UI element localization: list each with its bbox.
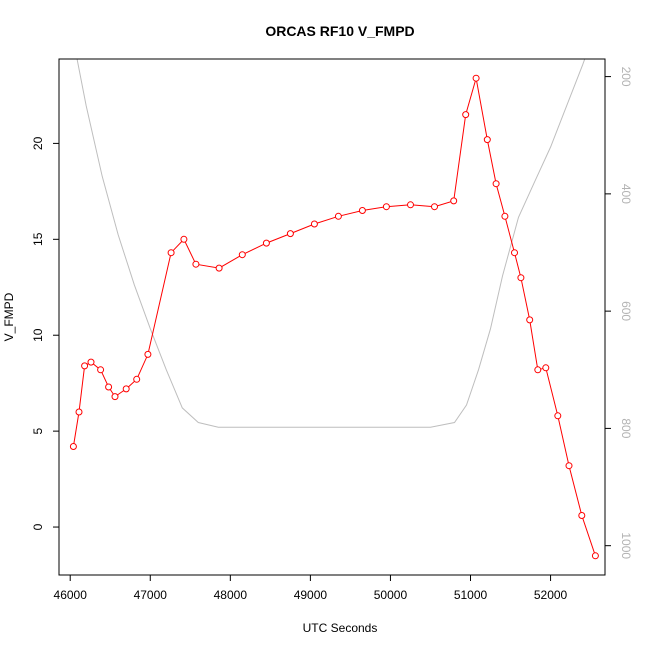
y-axis-right: 200 400 600 800 1000 (605, 67, 633, 559)
y-axis-left: 0 5 10 15 20 (31, 136, 59, 530)
right-y-tick-label: 1000 (619, 532, 633, 559)
data-point (492, 180, 500, 188)
data-point (472, 74, 480, 82)
data-point (69, 443, 77, 450)
data-point (167, 249, 175, 257)
x-axis-label: UTC Seconds (303, 621, 378, 635)
x-axis: 46000 47000 48000 49000 50000 51000 52000 (54, 575, 568, 602)
data-point (462, 111, 470, 119)
data-point (565, 462, 573, 470)
y-tick-label: 15 (31, 232, 45, 246)
data-point (180, 235, 188, 243)
data-point (262, 239, 270, 247)
y-tick-label: 20 (31, 136, 45, 150)
data-point (554, 412, 562, 420)
data-point (122, 385, 130, 393)
data-point (133, 375, 141, 383)
chart-title: ORCAS RF10 V_FMPD (265, 23, 414, 39)
data-point (526, 316, 534, 324)
x-tick-label: 46000 (54, 588, 88, 602)
data-point (81, 362, 89, 370)
series-line-red (72, 78, 596, 556)
data-point (483, 136, 491, 144)
data-point (358, 207, 366, 214)
data-point (97, 366, 105, 374)
data-point (517, 274, 525, 282)
data-point (578, 512, 586, 519)
data-point (310, 220, 318, 228)
data-point (542, 364, 550, 372)
right-y-tick-label: 400 (619, 184, 633, 204)
data-point (105, 383, 113, 391)
data-point (407, 201, 414, 209)
right-y-tick-label: 600 (619, 301, 633, 321)
data-point (238, 251, 246, 259)
x-tick-label: 48000 (214, 588, 248, 602)
right-y-tick-label: 200 (619, 67, 633, 87)
data-point (501, 212, 509, 220)
data-point (591, 552, 599, 560)
x-tick-label: 49000 (294, 588, 328, 602)
y-tick-label: 5 (31, 427, 45, 434)
data-point (286, 230, 294, 238)
data-point (511, 249, 518, 257)
series-line-gray (76, 59, 586, 428)
data-point (431, 203, 438, 211)
x-tick-label: 51000 (454, 588, 488, 602)
data-point (192, 260, 200, 268)
x-tick-label: 52000 (534, 588, 568, 602)
data-point (382, 203, 390, 211)
x-tick-label: 50000 (374, 588, 408, 602)
data-point (75, 408, 83, 416)
data-point (450, 197, 458, 205)
data-point (87, 358, 95, 366)
y-axis-label: V_FMPD (2, 292, 16, 341)
plot-content (69, 59, 599, 560)
data-point (334, 212, 342, 220)
data-point (534, 366, 542, 374)
data-point (215, 264, 223, 272)
y-tick-label: 0 (31, 523, 45, 530)
right-y-tick-label: 800 (619, 418, 633, 438)
plot-frame (58, 58, 606, 576)
x-tick-label: 47000 (134, 588, 168, 602)
y-tick-label: 10 (31, 328, 45, 342)
data-point (144, 350, 152, 358)
data-point (111, 393, 119, 401)
